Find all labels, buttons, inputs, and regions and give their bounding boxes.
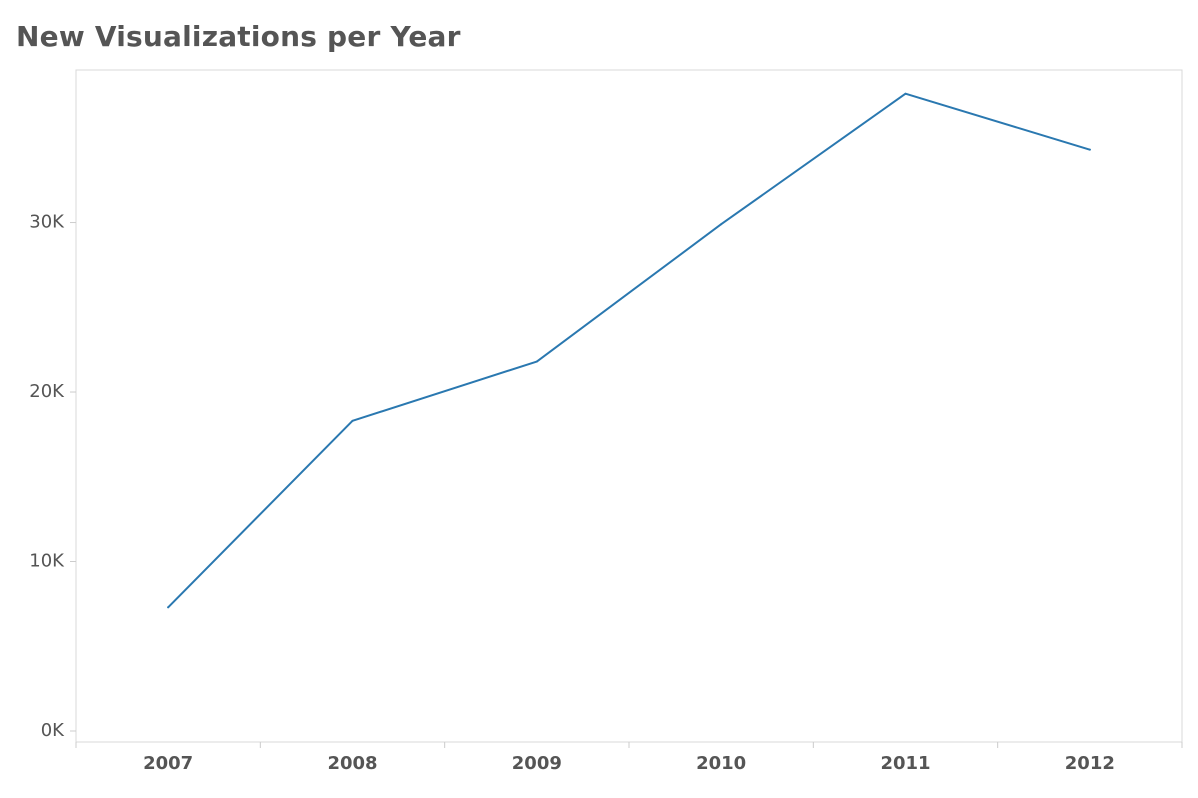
y-tick-label: 10K [29,551,65,572]
data-point [1088,148,1091,151]
x-tick-label: 2011 [880,753,930,774]
x-tick-label: 2007 [143,753,193,774]
x-axis: 2007 2008 2009 2010 2011 2012 [75,742,1183,774]
y-axis: 0K 10K 20K 30K [29,212,76,741]
data-point [720,223,723,226]
x-tick-label: 2009 [512,753,562,774]
y-tick-label: 30K [29,212,65,233]
data-point [535,360,538,363]
plot-frame [75,69,1183,743]
x-tick-label: 2008 [327,753,377,774]
data-point [167,606,170,609]
data-point [904,92,907,95]
y-tick-label: 0K [41,720,65,741]
series-line [167,92,1091,609]
y-tick-label: 20K [29,381,65,402]
x-tick-label: 2012 [1065,753,1115,774]
chart-title: New Visualizations per Year [16,20,461,53]
data-point [351,419,354,422]
x-tick-label: 2010 [696,753,746,774]
